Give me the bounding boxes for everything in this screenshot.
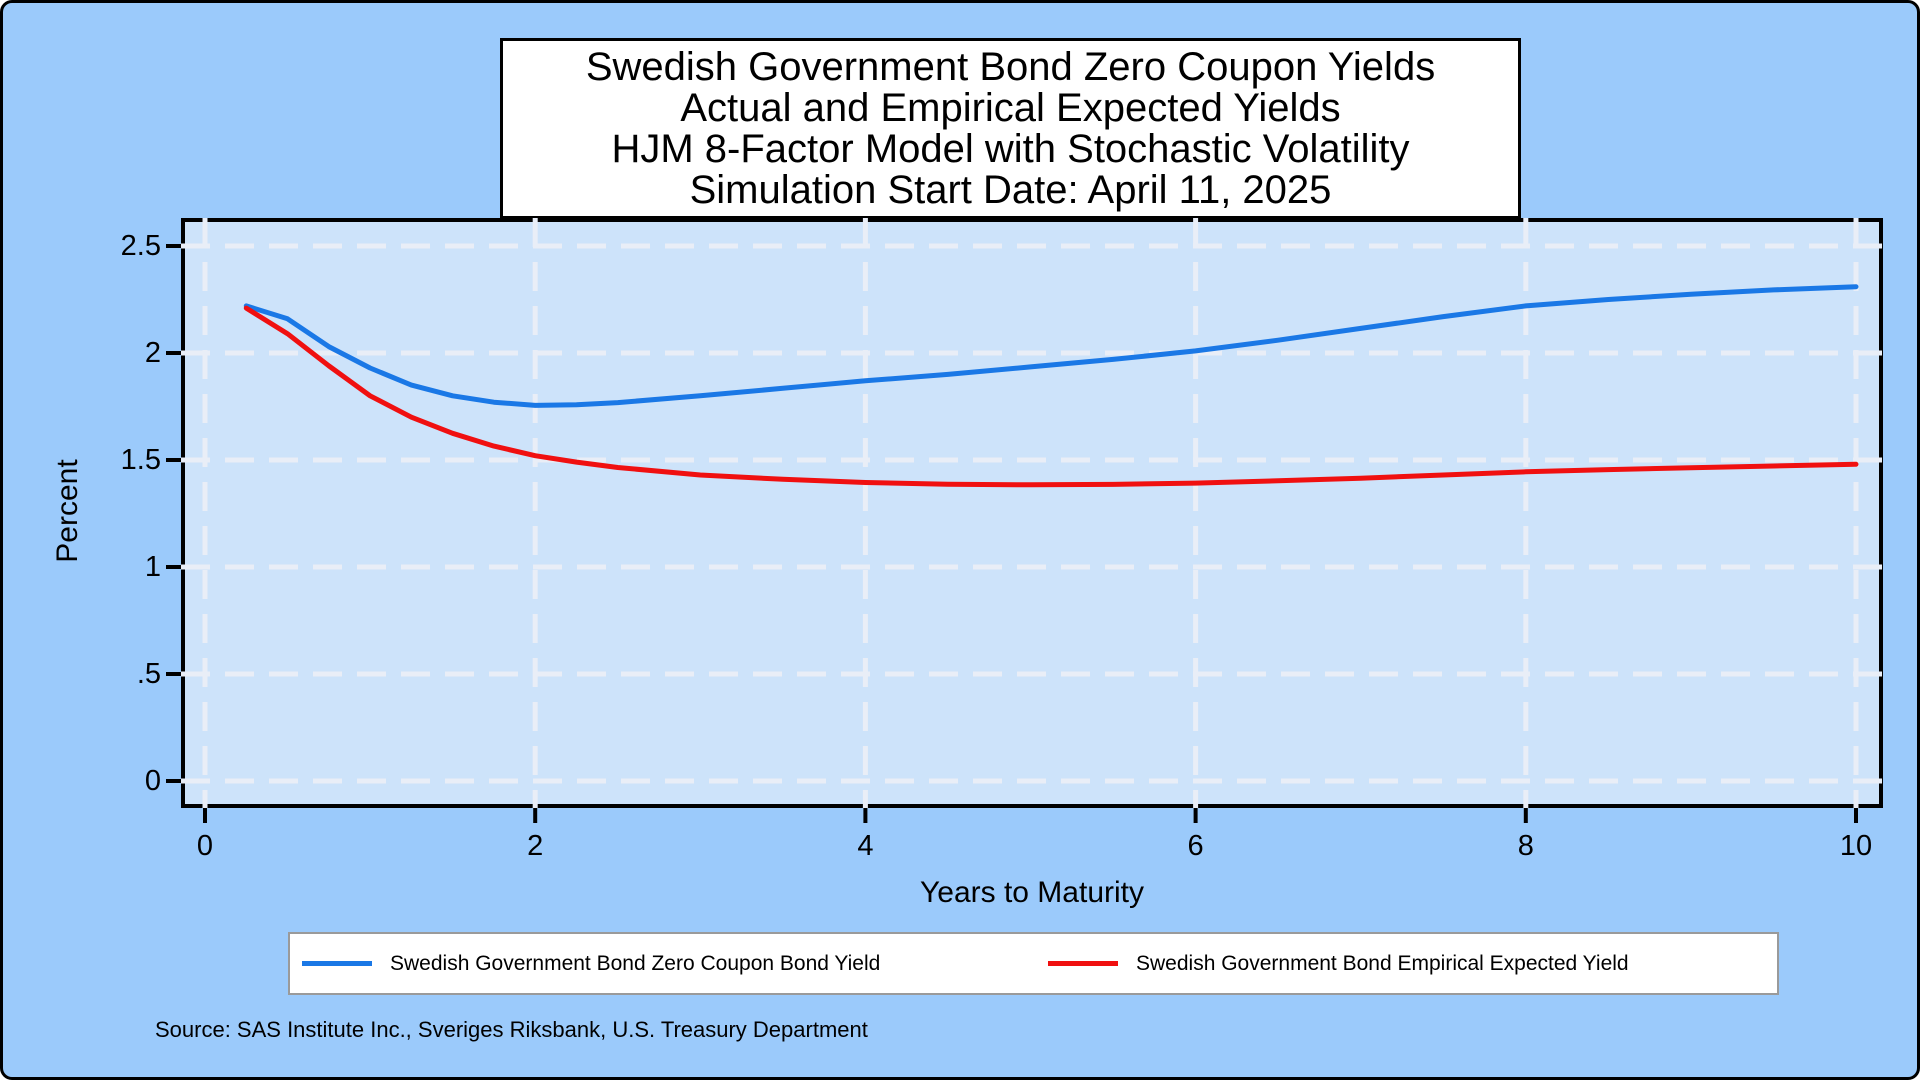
- y-tick-label: 1: [144, 551, 161, 583]
- legend-item-label: Swedish Government Bond Zero Coupon Bond…: [390, 951, 881, 975]
- legend-item: Swedish Government Bond Zero Coupon Bond…: [302, 934, 880, 993]
- chart-title-line-2: Actual and Empirical Expected Yields: [680, 86, 1341, 130]
- x-tick-label: 0: [196, 830, 214, 862]
- x-tick-label: 6: [1187, 830, 1204, 862]
- legend-line-swatch: [1048, 961, 1118, 966]
- y-axis-title: Percent: [51, 459, 84, 563]
- y-tick-label: 2.5: [120, 230, 161, 262]
- y-tick-label: .5: [136, 658, 161, 690]
- chart-title-box: Swedish Government Bond Zero Coupon Yiel…: [500, 38, 1521, 219]
- y-tick-label: 1.5: [120, 444, 161, 476]
- y-tick-label: 2: [144, 337, 161, 369]
- legend-item: Swedish Government Bond Empirical Expect…: [1048, 934, 1629, 993]
- x-tick-label: 10: [1839, 830, 1873, 862]
- plot-svg: [166, 218, 1883, 823]
- x-axis-title: Years to Maturity: [920, 876, 1144, 909]
- chart-title-line-3: HJM 8-Factor Model with Stochastic Volat…: [611, 127, 1410, 171]
- x-tick-label: 4: [857, 830, 874, 862]
- x-tick-label: 2: [527, 830, 544, 862]
- y-tick-label: 0: [144, 765, 161, 797]
- legend-line-swatch: [302, 961, 372, 966]
- chart-title-line-1: Swedish Government Bond Zero Coupon Yiel…: [585, 45, 1436, 89]
- chart-title-line-4: Simulation Start Date: April 11, 2025: [689, 168, 1332, 212]
- x-tick-label: 8: [1517, 830, 1534, 862]
- legend-item-label: Swedish Government Bond Empirical Expect…: [1136, 951, 1629, 975]
- legend: Swedish Government Bond Zero Coupon Bond…: [288, 932, 1779, 995]
- source-note: Source: SAS Institute Inc., Sveriges Rik…: [155, 1017, 868, 1042]
